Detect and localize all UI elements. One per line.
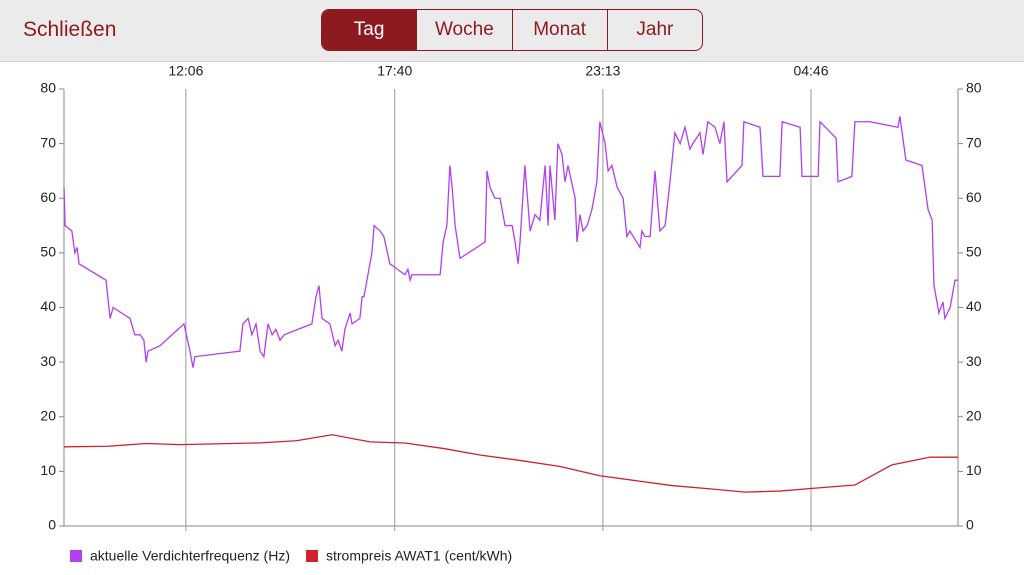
y2-tick-label: 0 [966,517,974,533]
y2-tick-label: 50 [966,244,982,260]
data-line [63,434,958,493]
data-line [63,116,958,368]
legend-swatch [70,550,82,562]
x-tick-label: 17:40 [377,63,412,79]
legend-label: strompreis AWAT1 (cent/kWh) [326,548,512,564]
y-tick-label: 80 [40,80,56,96]
y-tick-label: 20 [40,407,56,423]
segment-button[interactable]: Jahr [606,10,702,50]
y-tick-label: 30 [40,353,56,369]
segment-button[interactable]: Woche [416,10,511,50]
segment-button[interactable]: Monat [511,10,607,50]
y2-tick-label: 40 [966,298,982,314]
y2-tick-label: 70 [966,134,982,150]
y2-tick-label: 60 [966,189,982,205]
y-tick-label: 10 [40,462,56,478]
y2-tick-label: 20 [966,407,982,423]
segmented-control: Tag Woche Monat Jahr [321,9,703,51]
y-tick-label: 50 [40,244,56,260]
segment-button[interactable]: Tag [322,10,417,50]
x-tick-label: 12:06 [168,63,203,79]
y-tick-label: 70 [40,134,56,150]
chart: 12:06 17:40 23:13 04:46 0 10 20 30 40 50 60 70 80 0 10… [40,63,982,564]
y-tick-label: 60 [40,189,56,205]
y2-tick-label: 30 [966,353,982,369]
y-tick-label: 0 [48,517,56,533]
y-tick-label: 40 [40,298,56,314]
x-tick-label: 23:13 [585,63,620,79]
y2-tick-label: 10 [966,462,982,478]
legend-swatch [306,550,318,562]
legend-label: aktuelle Verdichterfrequenz (Hz) [90,548,290,564]
close-button[interactable]: Schließen [23,18,117,41]
toolbar: Schließen Tag Woche Monat Jahr [0,0,1024,62]
x-tick-label: 04:46 [793,63,828,79]
y2-tick-label: 80 [966,80,982,96]
